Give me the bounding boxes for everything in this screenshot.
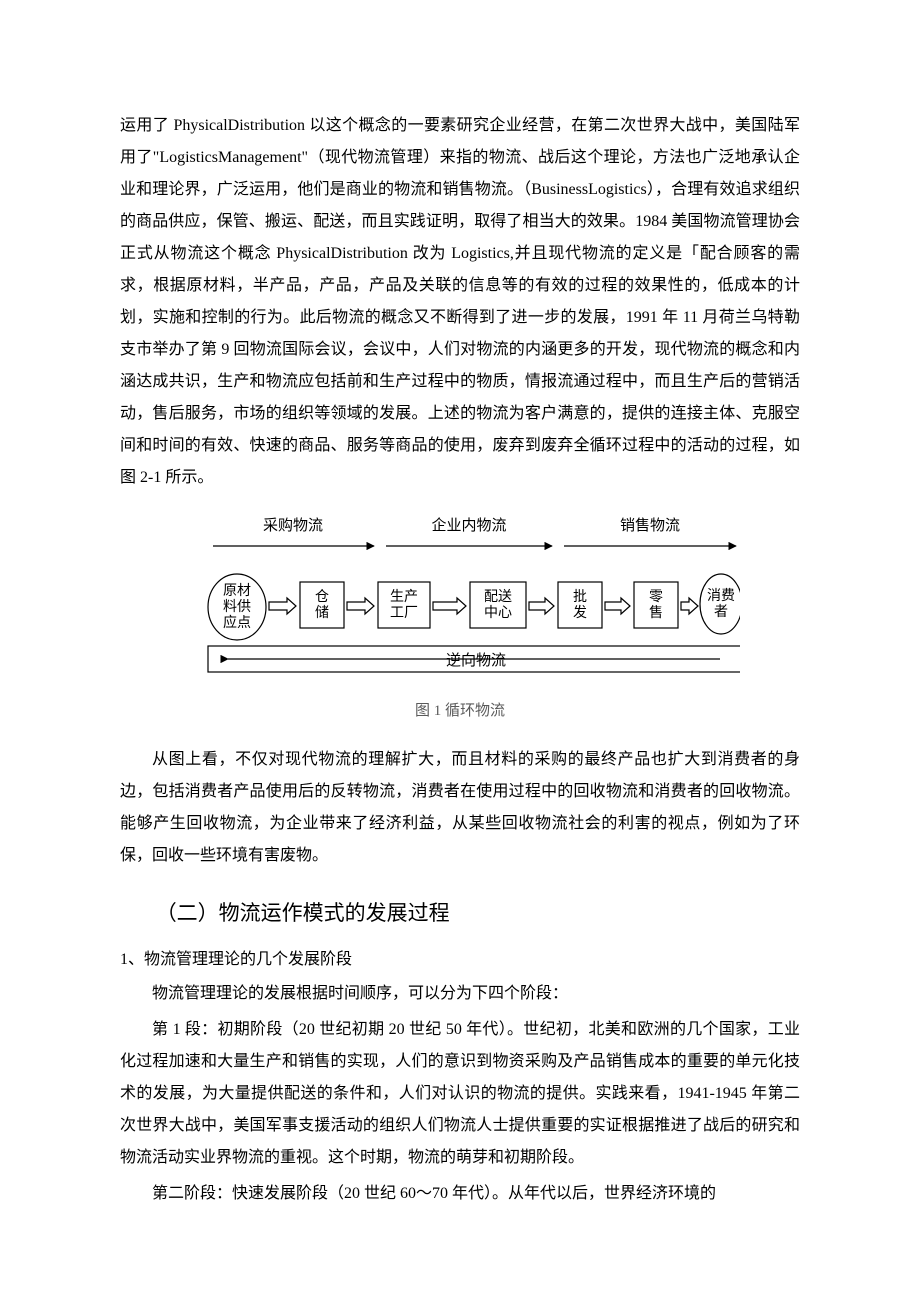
svg-text:者: 者	[714, 604, 728, 620]
paragraph-5: 第 1 段：初期阶段（20 世纪初期 20 世纪 50 年代）。世纪初，北美和欧…	[120, 1014, 800, 1174]
svg-text:工厂: 工厂	[390, 606, 418, 621]
paragraph-4: 物流管理理论的发展根据时间顺序，可以分为下四个阶段：	[120, 978, 800, 1010]
svg-text:储: 储	[315, 605, 329, 621]
svg-text:采购物流: 采购物流	[263, 517, 323, 534]
svg-text:配送: 配送	[484, 589, 512, 605]
svg-text:原材: 原材	[223, 583, 251, 599]
svg-text:料供: 料供	[223, 599, 251, 615]
paragraph-6: 第二阶段：快速发展阶段（20 世纪 60～70 年代）。从年代以后，世界经济环境…	[120, 1178, 800, 1210]
paragraph-2: 从图上看，不仅对现代物流的理解扩大，而且材料的采购的最终产品也扩大到消费者的身边…	[120, 744, 800, 872]
svg-text:售: 售	[649, 605, 663, 621]
svg-text:消费: 消费	[707, 588, 735, 604]
svg-text:销售物流: 销售物流	[620, 517, 680, 534]
svg-text:应点: 应点	[223, 614, 251, 631]
logistics-cycle-diagram: 采购物流 企业内物流 销售物流原材料供应点 仓储 生产工厂 配送中心 批发 零售 消费者逆向物流	[180, 512, 740, 682]
document-page: 运用了 PhysicalDistribution 以这个概念的一要素研究企业经营…	[0, 0, 920, 1274]
figure-1: 采购物流 企业内物流 销售物流原材料供应点 仓储 生产工厂 配送中心 批发 零售 消费者逆向物流	[120, 512, 800, 682]
svg-text:批: 批	[573, 589, 587, 605]
figure-1-caption: 图 1 循环物流	[120, 696, 800, 726]
svg-text:零: 零	[649, 589, 663, 605]
paragraph-1: 运用了 PhysicalDistribution 以这个概念的一要素研究企业经营…	[120, 110, 800, 494]
subheading-1: 1、物流管理理论的几个发展阶段	[120, 944, 800, 976]
svg-text:逆向物流: 逆向物流	[446, 652, 506, 669]
svg-text:仓: 仓	[315, 589, 329, 605]
svg-text:中心: 中心	[484, 605, 512, 621]
svg-text:发: 发	[573, 605, 587, 621]
svg-text:企业内物流: 企业内物流	[431, 516, 506, 534]
svg-text:生产: 生产	[390, 589, 418, 605]
section-heading-2: （二）物流运作模式的发展过程	[120, 892, 800, 934]
